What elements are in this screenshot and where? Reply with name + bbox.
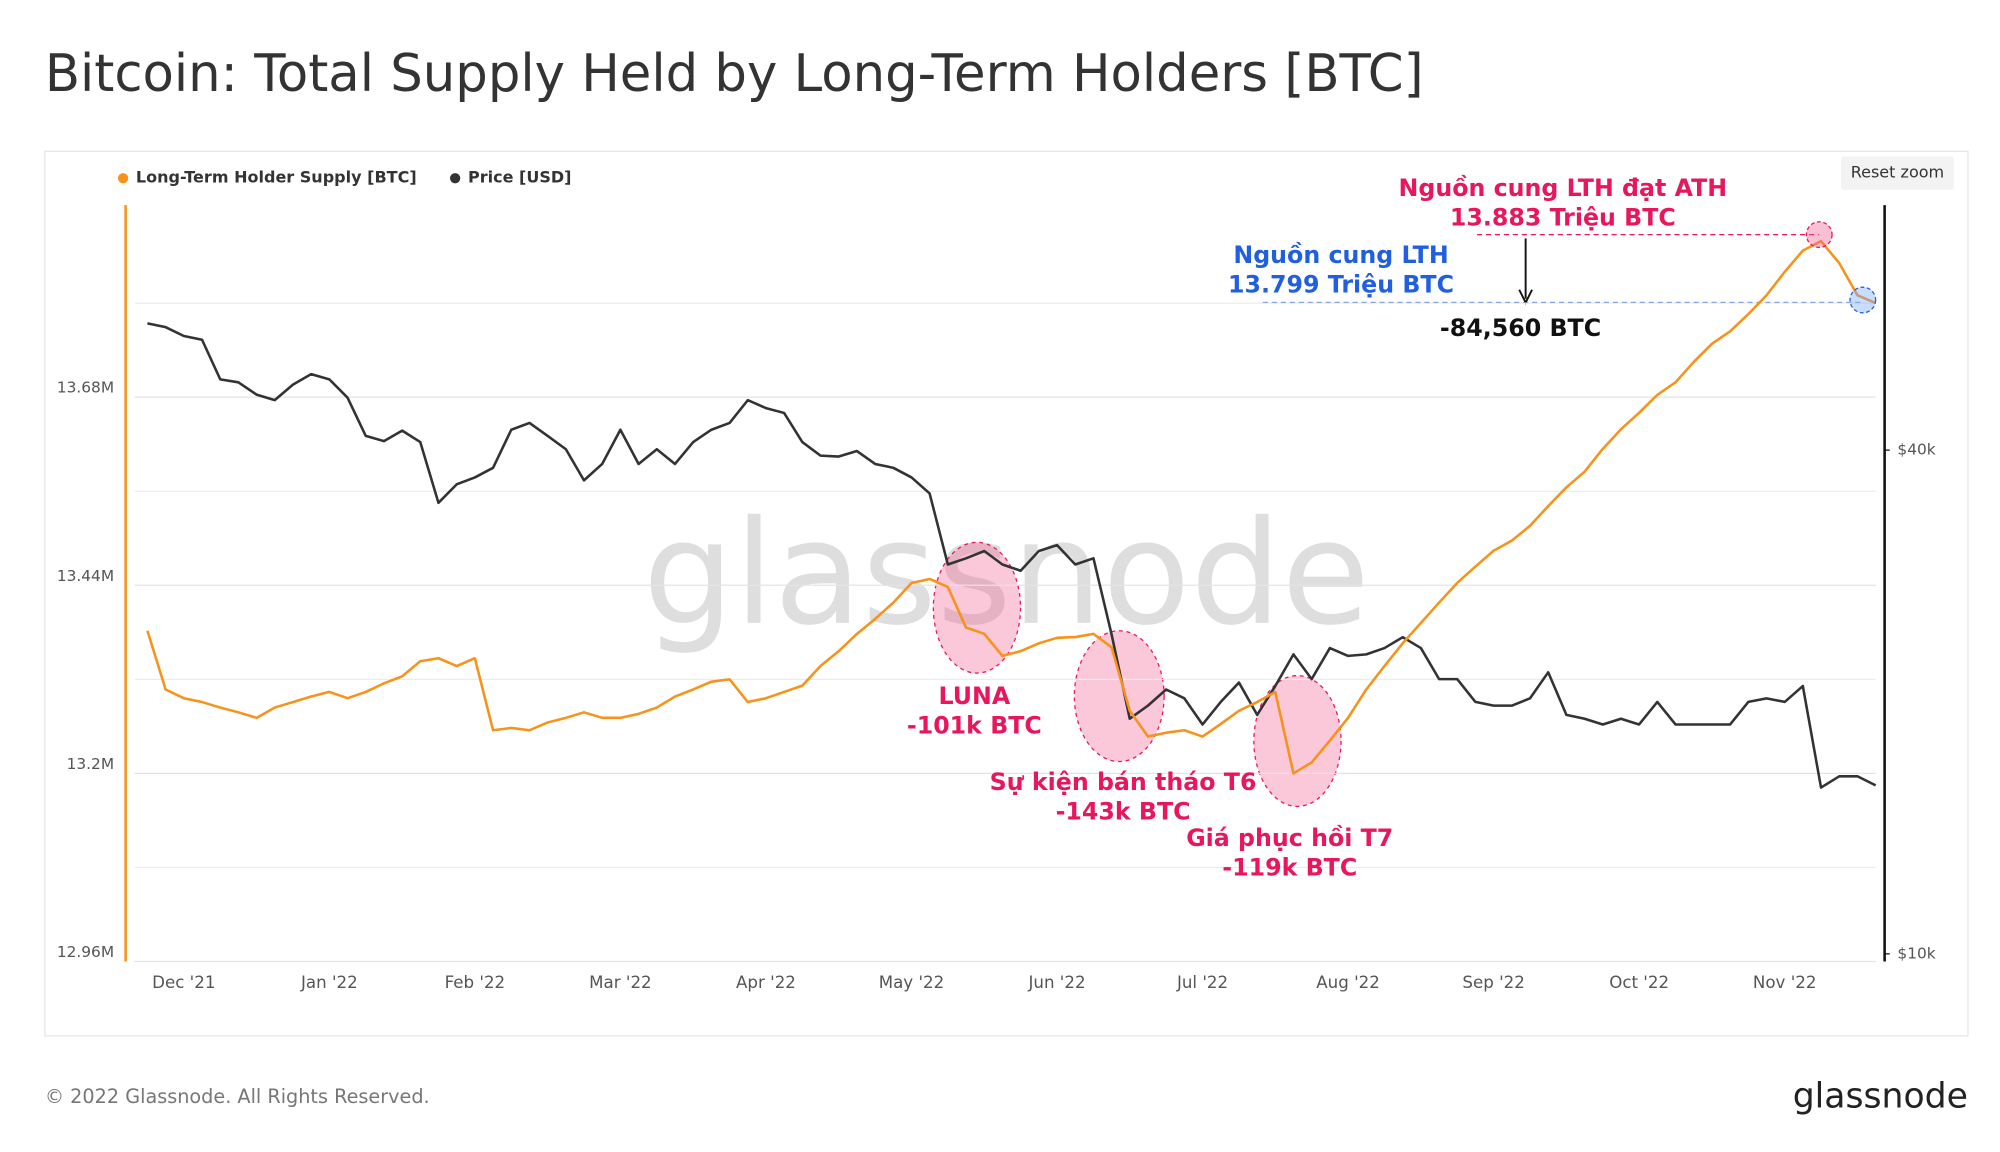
reset-zoom-button[interactable] xyxy=(1841,156,1954,190)
x-tick-label: Aug '22 xyxy=(1316,973,1380,992)
x-tick-label: May '22 xyxy=(879,973,945,992)
annotation-shapes xyxy=(134,233,1876,963)
annotation: -143k BTC xyxy=(1056,797,1191,825)
x-tick-label: Oct '22 xyxy=(1609,973,1669,992)
x-tick-label: Apr '22 xyxy=(736,973,796,992)
watermark: glassnode xyxy=(643,490,1370,657)
y2-tick-label: $40k xyxy=(1897,441,1935,459)
chart-frame xyxy=(44,150,1969,1037)
legend-marker xyxy=(117,173,129,184)
x-tick-label: Dec '21 xyxy=(152,973,215,992)
x-tick-label: Jan '22 xyxy=(300,973,358,992)
reset-zoom-label[interactable]: Reset zoom xyxy=(1851,163,1944,182)
highlight-ellipse xyxy=(932,541,1022,674)
x-tick-label: Jun '22 xyxy=(1027,973,1085,992)
chart-title: Bitcoin: Total Supply Held by Long-Term … xyxy=(45,44,1424,104)
x-tick-label: Sep '22 xyxy=(1462,973,1524,992)
legend-marker xyxy=(450,173,461,184)
x-tick-label: Nov '22 xyxy=(1753,973,1817,992)
highlight-ellipse xyxy=(1073,630,1165,763)
annotation: Nguồn cung LTH đạt ATH xyxy=(1399,174,1728,202)
legend-label: Long-Term Holder Supply [BTC] xyxy=(136,168,417,187)
annotation: Nguồn cung LTH xyxy=(1233,241,1448,269)
y2-tick-label: $10k xyxy=(1897,944,1935,962)
annotation: -84,560 BTC xyxy=(1440,314,1601,342)
annotation: -101k BTC xyxy=(907,711,1042,739)
x-tick-label: Jul '22 xyxy=(1176,973,1228,992)
y-tick-label: 13.68M xyxy=(57,379,114,397)
y-tick-label: 13.44M xyxy=(57,567,114,585)
ath-marker xyxy=(1805,221,1833,249)
logo: glassnode xyxy=(1793,1076,1968,1116)
legend-label: Price [USD] xyxy=(468,168,572,187)
y-tick-label: 13.2M xyxy=(67,755,115,773)
annotation: -119k BTC xyxy=(1222,854,1357,882)
current-marker xyxy=(1849,286,1877,314)
x-tick-label: Feb '22 xyxy=(445,973,506,992)
annotation: LUNA xyxy=(939,682,1011,710)
footer: © 2022 Glassnode. All Rights Reserved. xyxy=(45,1085,430,1108)
annotation: 13.799 Triệu BTC xyxy=(1228,270,1454,298)
annotation: 13.883 Triệu BTC xyxy=(1450,204,1676,232)
series-line xyxy=(147,322,1877,789)
x-tick-label: Mar '22 xyxy=(589,973,652,992)
annotation: Sự kiện bán tháo T6 xyxy=(990,768,1257,796)
series-line xyxy=(146,239,1877,775)
y-tick-label: 12.96M xyxy=(57,943,114,961)
annotation: Giá phục hồi T7 xyxy=(1186,824,1393,852)
